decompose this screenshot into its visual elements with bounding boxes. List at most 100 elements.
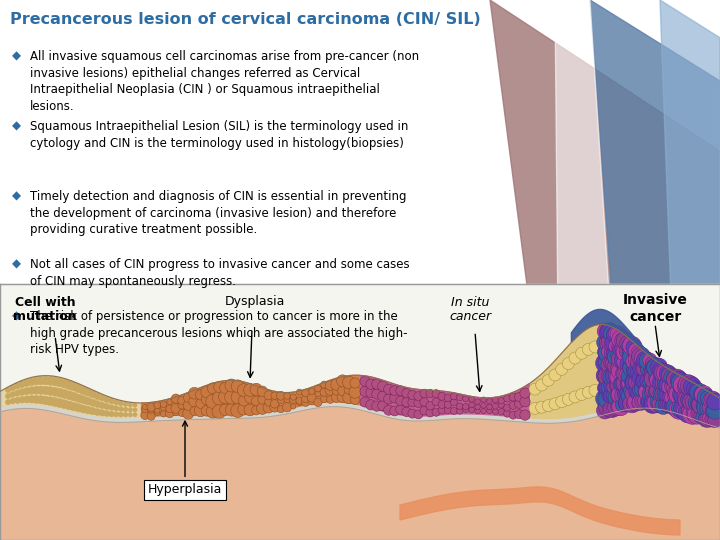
Circle shape	[688, 404, 707, 424]
Circle shape	[147, 403, 156, 411]
Circle shape	[384, 384, 394, 394]
Circle shape	[673, 375, 694, 395]
Circle shape	[104, 403, 109, 409]
Circle shape	[154, 402, 161, 409]
Circle shape	[654, 364, 672, 382]
Polygon shape	[600, 325, 720, 423]
Circle shape	[582, 343, 594, 355]
Circle shape	[662, 396, 678, 414]
Circle shape	[622, 375, 638, 391]
Circle shape	[622, 338, 637, 353]
Circle shape	[46, 397, 55, 406]
Circle shape	[643, 375, 657, 390]
Circle shape	[693, 386, 710, 403]
Circle shape	[128, 413, 132, 417]
Circle shape	[37, 376, 45, 384]
Circle shape	[504, 404, 510, 411]
Circle shape	[166, 409, 174, 417]
Circle shape	[626, 353, 642, 370]
Circle shape	[408, 390, 417, 400]
Circle shape	[277, 406, 284, 413]
Circle shape	[657, 364, 675, 382]
Circle shape	[600, 322, 618, 340]
Circle shape	[612, 398, 629, 416]
Circle shape	[647, 393, 666, 413]
Circle shape	[655, 375, 672, 391]
Circle shape	[672, 399, 691, 418]
Circle shape	[701, 390, 716, 407]
Circle shape	[350, 395, 360, 404]
Circle shape	[686, 404, 703, 422]
Circle shape	[14, 390, 20, 396]
Circle shape	[251, 406, 261, 415]
Circle shape	[257, 386, 268, 396]
Circle shape	[330, 379, 342, 390]
Circle shape	[114, 406, 119, 411]
Circle shape	[426, 389, 434, 398]
Circle shape	[456, 403, 463, 409]
Circle shape	[603, 387, 620, 404]
Circle shape	[617, 365, 634, 382]
Circle shape	[636, 359, 654, 377]
Circle shape	[183, 408, 194, 419]
Circle shape	[114, 412, 119, 417]
Circle shape	[598, 353, 616, 371]
Circle shape	[432, 389, 440, 398]
Circle shape	[629, 383, 644, 399]
Circle shape	[147, 412, 156, 420]
Circle shape	[620, 336, 635, 351]
Circle shape	[231, 404, 245, 417]
Circle shape	[556, 363, 567, 375]
Circle shape	[366, 400, 376, 410]
Circle shape	[604, 377, 620, 394]
Circle shape	[678, 375, 698, 394]
Circle shape	[74, 404, 83, 412]
Circle shape	[308, 397, 315, 405]
Circle shape	[74, 384, 83, 393]
Circle shape	[414, 399, 423, 408]
Circle shape	[509, 411, 517, 419]
Circle shape	[344, 385, 354, 394]
Text: ◆: ◆	[12, 258, 21, 271]
Circle shape	[604, 346, 619, 361]
Circle shape	[284, 393, 290, 399]
Circle shape	[451, 393, 457, 400]
Circle shape	[608, 326, 624, 341]
Circle shape	[320, 381, 328, 388]
Circle shape	[616, 374, 634, 393]
Circle shape	[263, 402, 274, 413]
Circle shape	[487, 408, 492, 414]
Circle shape	[195, 390, 206, 400]
Circle shape	[372, 379, 382, 389]
Circle shape	[602, 344, 617, 360]
Circle shape	[690, 395, 708, 413]
Circle shape	[598, 345, 616, 362]
Circle shape	[202, 406, 212, 416]
Circle shape	[644, 386, 660, 401]
Circle shape	[70, 382, 78, 391]
Circle shape	[307, 393, 316, 402]
Circle shape	[697, 398, 715, 416]
Circle shape	[337, 375, 348, 387]
Circle shape	[314, 398, 322, 407]
Circle shape	[619, 342, 636, 359]
Circle shape	[481, 408, 486, 414]
Circle shape	[243, 383, 256, 396]
Circle shape	[55, 378, 64, 387]
Polygon shape	[572, 309, 720, 399]
Circle shape	[611, 340, 626, 354]
Circle shape	[615, 387, 631, 404]
Circle shape	[302, 395, 310, 403]
Circle shape	[338, 386, 348, 396]
Circle shape	[615, 340, 631, 356]
Circle shape	[201, 386, 212, 398]
Circle shape	[214, 382, 225, 393]
Circle shape	[606, 355, 623, 373]
Circle shape	[695, 386, 713, 404]
Circle shape	[99, 410, 105, 416]
Circle shape	[155, 408, 160, 413]
Circle shape	[212, 404, 226, 418]
Circle shape	[123, 413, 128, 417]
Circle shape	[643, 353, 657, 367]
Circle shape	[631, 396, 646, 410]
